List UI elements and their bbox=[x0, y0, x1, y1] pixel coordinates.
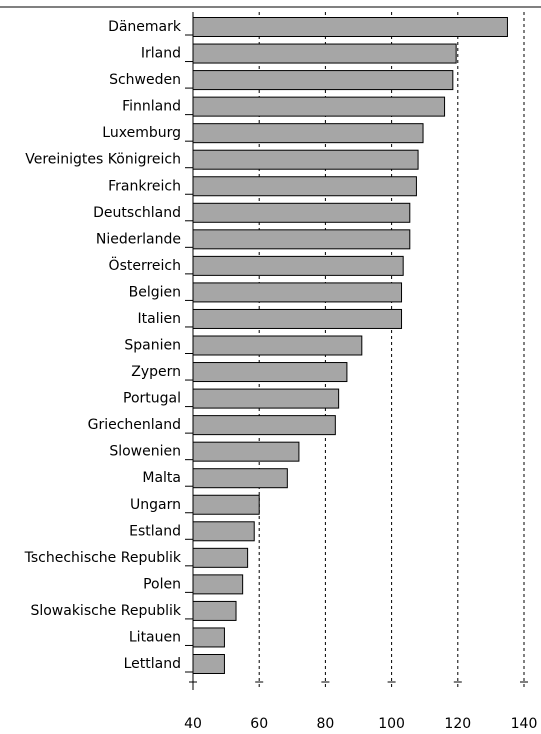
bar bbox=[192, 574, 244, 595]
y-tick-label: Vereinigtes Königreich bbox=[25, 152, 181, 168]
y-tick-label: Italien bbox=[138, 311, 181, 327]
y-tick-label: Zypern bbox=[131, 364, 181, 380]
bar bbox=[192, 202, 411, 223]
y-tick-label: Slowakische Republik bbox=[30, 603, 181, 619]
y-tick-label: Österreich bbox=[109, 256, 181, 274]
y-tick-label: Polen bbox=[143, 576, 181, 592]
y-tick-label: Frankreich bbox=[108, 178, 181, 194]
y-tick-label: Luxemburg bbox=[102, 125, 181, 141]
y-tick-label: Niederlande bbox=[96, 231, 181, 247]
bar bbox=[192, 255, 404, 276]
y-tick-label: Lettland bbox=[124, 656, 181, 672]
y-tick-label: Dänemark bbox=[108, 19, 182, 35]
bar bbox=[192, 149, 419, 170]
bar bbox=[192, 308, 403, 329]
bar bbox=[192, 335, 363, 356]
bar bbox=[192, 627, 225, 648]
y-tick-label: Estland bbox=[129, 523, 181, 539]
y-tick-label: Irland bbox=[141, 46, 181, 62]
bar bbox=[192, 654, 225, 674]
y-tick-label: Griechenland bbox=[88, 417, 181, 433]
bar bbox=[192, 70, 454, 91]
x-tick-label: 120 bbox=[444, 716, 471, 732]
y-tick-label: Spanien bbox=[124, 338, 181, 354]
x-tick-label: 80 bbox=[316, 716, 334, 732]
y-tick-label: Portugal bbox=[123, 391, 181, 407]
x-tick-label: 40 bbox=[184, 716, 202, 732]
x-tick-label: 60 bbox=[250, 716, 268, 732]
y-tick-label: Finnland bbox=[122, 99, 181, 115]
bar bbox=[192, 43, 457, 64]
bar bbox=[192, 600, 237, 621]
y-tick-label: Slowenien bbox=[109, 444, 181, 460]
y-tick-label: Tschechische Republik bbox=[24, 550, 182, 566]
bar bbox=[192, 96, 446, 117]
bar bbox=[192, 521, 255, 542]
bar bbox=[192, 415, 336, 436]
bar bbox=[192, 468, 288, 489]
bar bbox=[192, 123, 424, 144]
bar bbox=[192, 494, 260, 515]
y-tick-label: Belgien bbox=[129, 284, 181, 300]
x-tick-label: 100 bbox=[378, 716, 405, 732]
bar bbox=[192, 282, 403, 303]
y-tick-label: Deutschland bbox=[93, 205, 181, 221]
y-tick-label: Litauen bbox=[129, 629, 181, 645]
bar bbox=[192, 547, 249, 568]
bar bbox=[192, 441, 300, 462]
bar bbox=[192, 229, 411, 250]
bar bbox=[192, 176, 417, 197]
y-tick-label: Malta bbox=[142, 470, 181, 486]
bar bbox=[192, 388, 340, 409]
x-tick-label: 140 bbox=[511, 716, 538, 732]
bar bbox=[192, 17, 508, 37]
y-tick-label: Schweden bbox=[109, 72, 181, 88]
bar bbox=[192, 362, 348, 383]
y-tick-label: Ungarn bbox=[130, 497, 181, 513]
